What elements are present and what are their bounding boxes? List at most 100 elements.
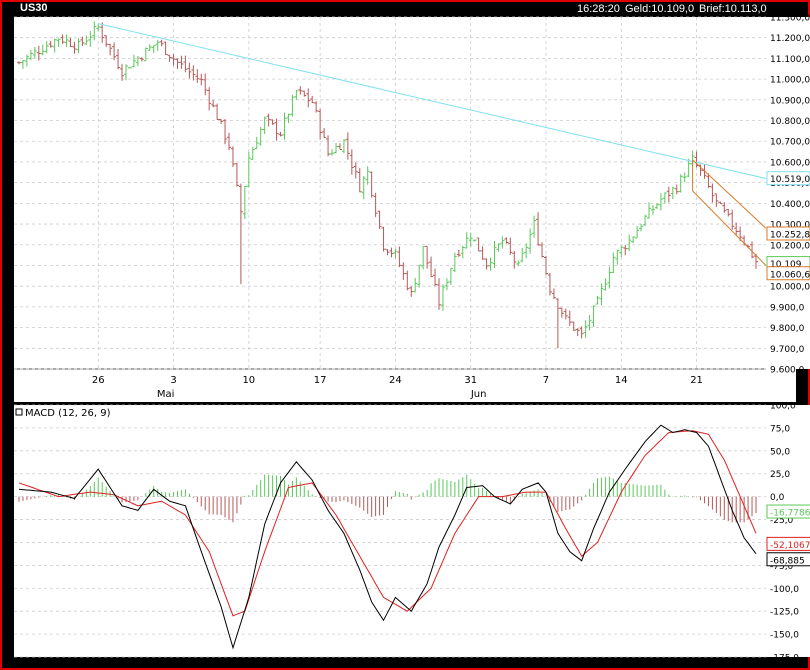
ohlc-bar (504, 237, 509, 244)
ohlc-bar (199, 73, 204, 86)
ohlc-bar (207, 87, 212, 111)
x-tick-label: 3 (170, 375, 176, 386)
price-tag-label: 10.060,6 (770, 270, 810, 280)
ohlc-bar (341, 139, 346, 154)
ohlc-bar (322, 128, 327, 138)
ohlc-bar (492, 240, 497, 269)
ohlc-bar (223, 118, 228, 145)
trendline (98, 23, 767, 179)
x-tick-label: 14 (615, 375, 628, 386)
ohlc-bar (547, 273, 552, 296)
ohlc-bar (112, 42, 117, 61)
ohlc-bar (32, 46, 37, 59)
ohlc-bar (650, 205, 655, 215)
macd-y-tick-label: 100,0 (770, 402, 796, 412)
ohlc-bar (163, 41, 168, 56)
ohlc-bar (619, 245, 624, 258)
macd-y-tick-label: 75,0 (770, 424, 790, 434)
ohlc-bar (286, 113, 291, 124)
ohlc-bar (191, 65, 196, 81)
ohlc-bar (448, 267, 453, 286)
ohlc-bar (258, 126, 263, 146)
ohlc-bar (393, 248, 398, 259)
ohlc-bar (330, 149, 335, 156)
time-axis-area (14, 369, 796, 402)
ohlc-bar (654, 203, 659, 209)
price-tag (766, 171, 810, 186)
ohlc-bar (540, 242, 545, 258)
ohlc-bar (559, 307, 564, 318)
ohlc-bar (603, 278, 608, 291)
ohlc-bar (635, 226, 640, 239)
ohlc-bar (575, 328, 580, 337)
ohlc-bar (718, 201, 723, 205)
ohlc-bar (151, 44, 156, 53)
ohlc-bar (167, 54, 172, 62)
ohlc-bar (643, 214, 648, 226)
price-y-tick-label: 9.900,0 (770, 303, 805, 313)
ohlc-bar (401, 262, 406, 280)
ohlc-bar (238, 183, 243, 285)
macd-line (18, 424, 757, 650)
channel-upper (692, 159, 767, 229)
ohlc-bar (123, 64, 128, 81)
ohlc-bar (175, 58, 180, 69)
ohlc-bar (381, 226, 386, 252)
price-y-tick-label: 9.800,0 (770, 324, 805, 334)
macd-axis-area (766, 405, 810, 657)
price-tag-label: 10.109 (770, 260, 802, 270)
price-tag-label: 10.519,0 (770, 175, 810, 185)
ohlc-bar (314, 101, 319, 113)
ohlc-bar (611, 252, 616, 274)
ohlc-bar (183, 55, 188, 73)
ohlc-bar (179, 55, 184, 69)
ohlc-bar (211, 99, 216, 108)
price-plot-area (14, 17, 766, 369)
ohlc-bar (678, 174, 683, 193)
ohlc-bar (147, 44, 152, 52)
macd-y-tick-label: -150,0 (770, 631, 799, 641)
ohlc-bar (706, 173, 711, 188)
ohlc-bar (72, 41, 77, 54)
x-tick-label: 17 (314, 375, 327, 386)
ohlc-bar (108, 43, 113, 56)
ohlc-bar (171, 54, 176, 66)
instrument-label: US30 (20, 2, 48, 14)
ohlc-bar (579, 326, 584, 339)
price-tag (766, 226, 810, 241)
ohlc-bar (397, 246, 402, 268)
ohlc-bar (60, 34, 65, 44)
price-y-tick-label: 10.200,0 (770, 241, 810, 251)
ohlc-bar (595, 295, 600, 305)
ohlc-bar (670, 186, 675, 200)
ohlc-bar (373, 192, 378, 217)
price-y-tick-label: 10.900,0 (770, 96, 810, 106)
quote-time: 16:28:20 (577, 3, 620, 15)
price-y-tick-label: 10.400,0 (770, 200, 810, 210)
macd-plot-area (14, 405, 766, 657)
macd-tag (766, 536, 810, 551)
ohlc-bar (64, 34, 69, 48)
macd-y-tick-label: -75,0 (770, 562, 794, 572)
ohlc-bar (353, 162, 358, 179)
ohlc-bar (734, 222, 739, 236)
macd-y-tick-label: -175,0 (770, 654, 799, 664)
ohlc-bar (17, 61, 21, 65)
ohlc-bar (536, 212, 541, 246)
ohlc-bar (215, 103, 220, 120)
x-tick-label: 7 (543, 375, 549, 386)
macd-tag-label: -16,7786 (770, 509, 810, 519)
ohlc-bar (726, 208, 731, 217)
ohlc-bar (674, 184, 679, 195)
ohlc-bar (512, 251, 517, 269)
x-tick-label: 21 (690, 375, 703, 386)
ohlc-bar (345, 132, 350, 160)
ohlc-bar (127, 67, 132, 69)
ohlc-bar (187, 62, 192, 79)
macd-y-tick-label: -100,0 (770, 585, 799, 595)
ohlc-bar (496, 243, 501, 252)
ohlc-bar (76, 38, 81, 54)
ohlc-bar (227, 132, 232, 151)
